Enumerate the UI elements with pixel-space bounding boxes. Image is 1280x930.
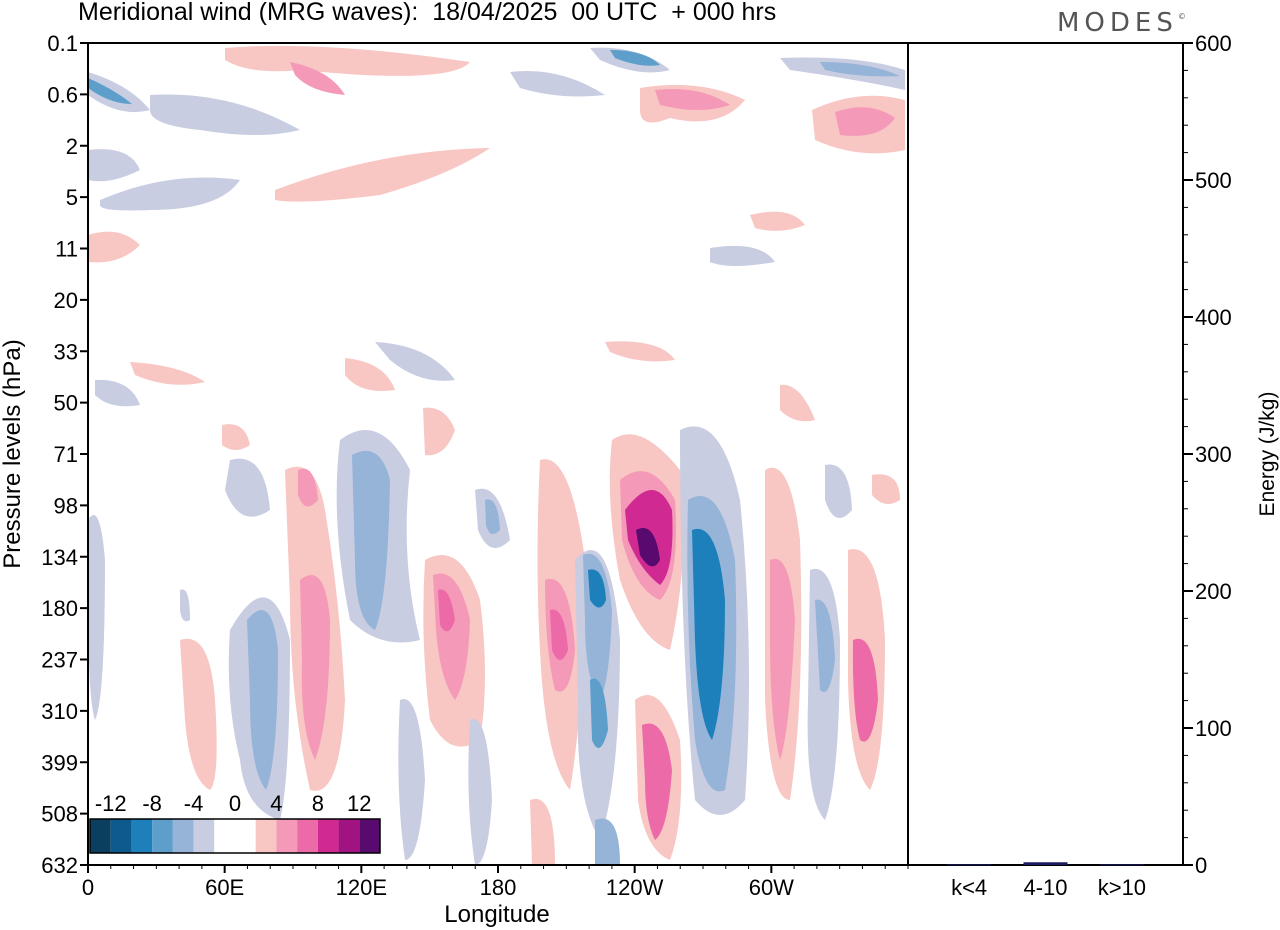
colorbar-label: 4: [270, 791, 282, 816]
x-tick-label: 60W: [749, 875, 794, 900]
y-axis-label: Pressure levels (hPa): [0, 339, 26, 568]
y-tick-label: 33: [54, 339, 78, 364]
energy-bar: [947, 864, 992, 866]
y-tick-label: 237: [41, 648, 78, 673]
y-tick-label: 632: [41, 853, 78, 878]
energy-category-label: k<4: [951, 875, 987, 900]
y-tick-label: 180: [41, 596, 78, 621]
energy-panel-frame: [907, 42, 1184, 866]
colorbar-cell: [172, 819, 194, 853]
energy-axis-label: Energy (J/kg): [1256, 392, 1279, 517]
energy-tick-label: 200: [1195, 579, 1232, 604]
energy-tick-label: 600: [1195, 31, 1232, 56]
colorbar-cell: [214, 819, 235, 853]
colorbar-label: -4: [184, 791, 204, 816]
y-axis-ticks: 0.1 0.6 2 5 11 20 33 50 71 98 134 180 237 310 399 508 63…: [41, 31, 88, 878]
colorbar-label: 0: [229, 791, 241, 816]
energy-tick-label: 100: [1195, 716, 1232, 741]
energy-category-label: 4-10: [1023, 875, 1067, 900]
x-tick-label: 180: [480, 875, 517, 900]
y-tick-label: 0.1: [47, 31, 78, 56]
colorbar-cell: [131, 819, 153, 853]
colorbar-cell: [110, 819, 132, 853]
y-tick-label: 50: [54, 391, 78, 416]
x-tick-label: 120E: [336, 875, 387, 900]
colorbar-frame: [89, 818, 381, 854]
y-tick-label: 0.6: [47, 82, 78, 107]
x-tick-label: 0: [82, 875, 94, 900]
y-tick-label: 20: [54, 288, 78, 313]
energy-bar: [1023, 862, 1068, 865]
colorbar-cell: [276, 819, 298, 853]
x-axis-ticks: 0 60E 120E 180 120W 60W: [82, 865, 909, 900]
y-tick-label: 399: [41, 750, 78, 775]
colorbar-cell: [338, 819, 360, 853]
y-tick-label: 98: [54, 493, 78, 518]
brand-mark: ©: [1177, 12, 1186, 21]
x-tick-label: 120W: [606, 875, 664, 900]
contour-field: [88, 45, 905, 865]
colorbar-cell: [152, 819, 173, 853]
x-tick-label: 60E: [205, 875, 244, 900]
energy-category-label: k>10: [1098, 875, 1146, 900]
y-tick-label: 310: [41, 699, 78, 724]
brand-name: MODES: [1057, 8, 1178, 38]
energy-tick-label: 400: [1195, 305, 1232, 330]
energy-bars: [947, 862, 1144, 866]
colorbar-label: 8: [312, 791, 324, 816]
colorbar-label: -8: [142, 791, 162, 816]
y-tick-label: 508: [41, 802, 78, 827]
y-tick-label: 11: [55, 237, 78, 262]
chart-title: Meridional wind (MRG waves): 18/04/2025 …: [78, 0, 777, 26]
y-tick-label: 2: [66, 134, 78, 159]
energy-tick-label: 0: [1195, 853, 1207, 878]
colorbar-cell: [90, 819, 111, 853]
colorbar-cell: [255, 819, 277, 853]
y-tick-label: 134: [41, 545, 78, 570]
colorbar-cell: [317, 819, 339, 853]
colorbar-label: 12: [347, 791, 371, 816]
x-axis-label: Longitude: [444, 901, 549, 928]
y-tick-label: 71: [54, 442, 78, 467]
energy-tick-label: 500: [1195, 168, 1232, 193]
colorbar-cell: [193, 819, 215, 853]
energy-category-labels: k<4 4-10 k>10: [951, 875, 1146, 900]
colorbar-label: -12: [95, 791, 127, 816]
energy-bar: [1099, 864, 1144, 866]
colorbar-cell: [359, 819, 380, 853]
modes-logo: MODES©: [1057, 8, 1186, 38]
colorbar-cell: [235, 819, 256, 853]
y-tick-label: 5: [66, 185, 78, 210]
colorbar-cell: [297, 819, 318, 853]
energy-tick-label: 300: [1195, 442, 1232, 467]
energy-axis-ticks: 0 100 200 300 400 500 600: [1183, 31, 1232, 878]
colorbar: -12 -8 -4 0 4 8 12: [89, 791, 381, 854]
